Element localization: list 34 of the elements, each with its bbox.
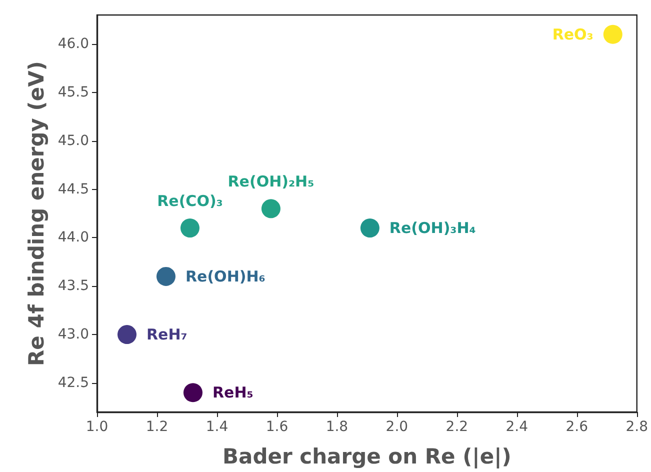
y-tick-label: 44.0 (58, 230, 89, 246)
point (156, 266, 176, 286)
series-label: Re(OH)₃H₄ (389, 219, 476, 238)
x-axis-title: Bader charge on Re (|e|) (222, 444, 512, 468)
x-tick-label: 2.2 (446, 419, 468, 435)
series-label: Re(CO)₃ (157, 192, 223, 210)
x-tick-label: 1.4 (206, 419, 228, 435)
x-tick-label: 1.2 (146, 419, 168, 435)
point (118, 325, 136, 344)
x-tick-label: 2.6 (566, 419, 588, 435)
point (360, 218, 380, 238)
series-label: ReH₇ (146, 326, 188, 344)
point (603, 24, 622, 44)
point (180, 218, 200, 238)
x-tick-label: 2.4 (506, 419, 528, 435)
x-tick-label: 2.8 (626, 419, 648, 435)
y-tick-label: 42.5 (58, 374, 89, 391)
x-tick-label: 1.0 (86, 419, 108, 435)
series-label: ReH₅ (212, 384, 254, 402)
series-label: Re(OH)₂H₅ (228, 172, 314, 191)
y-axis-title: Re 4f binding energy (eV) (24, 60, 48, 366)
x-tick-label: 1.8 (326, 419, 348, 435)
series-label: Re(OH)H₆ (185, 267, 266, 286)
y-tick-label: 43.0 (58, 326, 89, 343)
y-tick-label: 43.5 (58, 278, 89, 294)
x-tick-label: 1.6 (266, 419, 288, 435)
point (183, 383, 202, 402)
point (261, 199, 280, 218)
series-label: ReO₃ (552, 25, 594, 44)
y-tick-label: 46.0 (58, 36, 89, 52)
x-tick-label: 2.0 (386, 419, 408, 435)
y-tick-label: 44.5 (58, 181, 89, 198)
y-tick-label: 45.0 (58, 132, 89, 149)
y-tick-label: 45.5 (58, 84, 89, 100)
